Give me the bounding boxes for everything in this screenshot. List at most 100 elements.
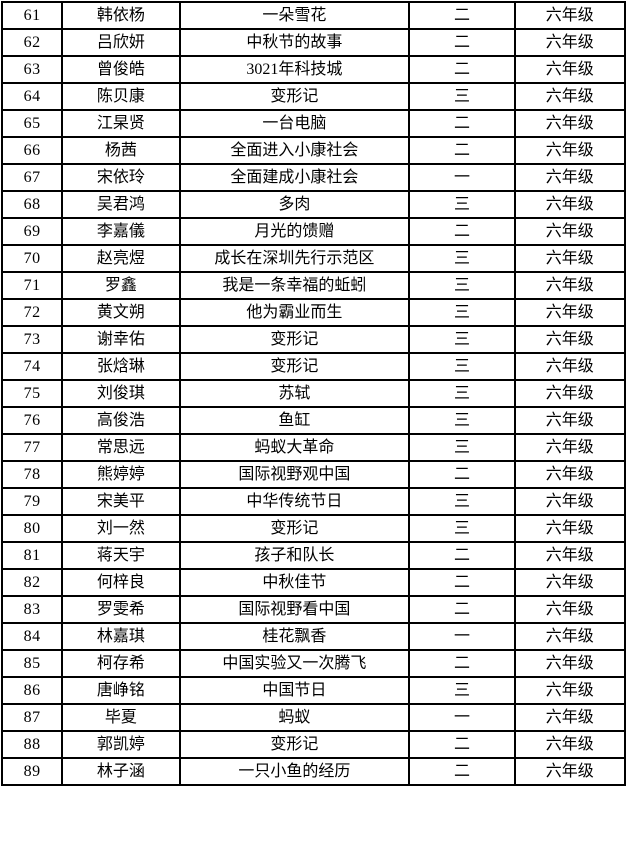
cell-serial-number: 75 [0, 379, 64, 408]
cell-student-name: 宋依玲 [61, 163, 181, 192]
cell-student-name: 高俊浩 [61, 406, 181, 435]
cell-grade: 六年级 [513, 190, 627, 219]
table-row: 71 罗鑫 我是一条幸福的蚯蚓 三 六年级 [0, 271, 627, 300]
cell-grade: 六年级 [513, 352, 627, 381]
cell-work-title: 蚂蚁大革命 [178, 433, 411, 462]
cell-student-name: 张焓琳 [61, 352, 181, 381]
cell-serial-number: 78 [0, 460, 64, 489]
cell-student-name: 毕夏 [61, 703, 181, 732]
table-row: 78 熊婷婷 国际视野观中国 二 六年级 [0, 460, 627, 489]
cell-student-name: 常思远 [61, 433, 181, 462]
table-row: 72 黄文朔 他为霸业而生 三 六年级 [0, 298, 627, 327]
cell-grade: 六年级 [513, 217, 627, 246]
cell-serial-number: 86 [0, 676, 64, 705]
cell-student-name: 柯存希 [61, 649, 181, 678]
cell-award-level: 一 [408, 163, 516, 192]
cell-award-level: 二 [408, 460, 516, 489]
cell-award-level: 三 [408, 271, 516, 300]
cell-work-title: 变形记 [178, 325, 411, 354]
cell-serial-number: 61 [0, 1, 64, 30]
cell-work-title: 我是一条幸福的蚯蚓 [178, 271, 411, 300]
cell-award-level: 一 [408, 703, 516, 732]
cell-serial-number: 79 [0, 487, 64, 516]
cell-student-name: 韩依杨 [61, 1, 181, 30]
cell-award-level: 二 [408, 541, 516, 570]
cell-student-name: 赵亮煜 [61, 244, 181, 273]
cell-student-name: 郭凯婷 [61, 730, 181, 759]
cell-student-name: 蒋天宇 [61, 541, 181, 570]
cell-serial-number: 83 [0, 595, 64, 624]
cell-grade: 六年级 [513, 244, 627, 273]
table-row: 89 林子涵 一只小鱼的经历 二 六年级 [0, 757, 627, 786]
cell-serial-number: 89 [0, 757, 64, 786]
cell-student-name: 吴君鸿 [61, 190, 181, 219]
cell-work-title: 国际视野看中国 [178, 595, 411, 624]
cell-grade: 六年级 [513, 703, 627, 732]
cell-award-level: 二 [408, 1, 516, 30]
cell-award-level: 三 [408, 379, 516, 408]
cell-grade: 六年级 [513, 28, 627, 57]
cell-serial-number: 71 [0, 271, 64, 300]
cell-student-name: 罗雯希 [61, 595, 181, 624]
cell-serial-number: 84 [0, 622, 64, 651]
cell-grade: 六年级 [513, 541, 627, 570]
cell-work-title: 一只小鱼的经历 [178, 757, 411, 786]
table-row: 87 毕夏 蚂蚁 一 六年级 [0, 703, 627, 732]
cell-work-title: 成长在深圳先行示范区 [178, 244, 411, 273]
cell-serial-number: 65 [0, 109, 64, 138]
cell-student-name: 林子涵 [61, 757, 181, 786]
cell-serial-number: 72 [0, 298, 64, 327]
cell-award-level: 二 [408, 136, 516, 165]
cell-student-name: 杨茜 [61, 136, 181, 165]
cell-serial-number: 74 [0, 352, 64, 381]
cell-award-level: 二 [408, 595, 516, 624]
table-row: 79 宋美平 中华传统节日 三 六年级 [0, 487, 627, 516]
table-body: 61 韩依杨 一朵雪花 二 六年级 62 吕欣妍 中秋节的故事 二 六年级 63… [0, 1, 627, 786]
table-row: 63 曾俊皓 3021年科技城 二 六年级 [0, 55, 627, 84]
cell-serial-number: 69 [0, 217, 64, 246]
cell-student-name: 何梓良 [61, 568, 181, 597]
table-row: 70 赵亮煜 成长在深圳先行示范区 三 六年级 [0, 244, 627, 273]
cell-work-title: 一朵雪花 [178, 1, 411, 30]
cell-award-level: 三 [408, 676, 516, 705]
cell-work-title: 变形记 [178, 514, 411, 543]
cell-grade: 六年级 [513, 325, 627, 354]
cell-grade: 六年级 [513, 1, 627, 30]
cell-award-level: 三 [408, 190, 516, 219]
cell-grade: 六年级 [513, 595, 627, 624]
cell-student-name: 刘俊琪 [61, 379, 181, 408]
cell-serial-number: 66 [0, 136, 64, 165]
cell-award-level: 三 [408, 244, 516, 273]
cell-award-level: 三 [408, 352, 516, 381]
table-row: 86 唐峥铭 中国节日 三 六年级 [0, 676, 627, 705]
cell-work-title: 孩子和队长 [178, 541, 411, 570]
table-row: 88 郭凯婷 变形记 二 六年级 [0, 730, 627, 759]
cell-work-title: 变形记 [178, 352, 411, 381]
cell-grade: 六年级 [513, 757, 627, 786]
cell-grade: 六年级 [513, 82, 627, 111]
cell-work-title: 一台电脑 [178, 109, 411, 138]
cell-work-title: 中国实验又一次腾飞 [178, 649, 411, 678]
cell-grade: 六年级 [513, 163, 627, 192]
cell-serial-number: 70 [0, 244, 64, 273]
cell-serial-number: 81 [0, 541, 64, 570]
cell-student-name: 曾俊皓 [61, 55, 181, 84]
table-row: 65 江杲贤 一台电脑 二 六年级 [0, 109, 627, 138]
cell-student-name: 江杲贤 [61, 109, 181, 138]
cell-work-title: 桂花飘香 [178, 622, 411, 651]
cell-grade: 六年级 [513, 406, 627, 435]
table-row: 61 韩依杨 一朵雪花 二 六年级 [0, 1, 627, 30]
cell-student-name: 黄文朔 [61, 298, 181, 327]
cell-serial-number: 85 [0, 649, 64, 678]
cell-award-level: 三 [408, 82, 516, 111]
table-row: 75 刘俊琪 苏轼 三 六年级 [0, 379, 627, 408]
cell-serial-number: 67 [0, 163, 64, 192]
cell-work-title: 多肉 [178, 190, 411, 219]
cell-grade: 六年级 [513, 271, 627, 300]
cell-work-title: 苏轼 [178, 379, 411, 408]
table-row: 66 杨茜 全面进入小康社会 二 六年级 [0, 136, 627, 165]
cell-award-level: 二 [408, 217, 516, 246]
cell-work-title: 中国节日 [178, 676, 411, 705]
cell-student-name: 林嘉琪 [61, 622, 181, 651]
cell-grade: 六年级 [513, 379, 627, 408]
